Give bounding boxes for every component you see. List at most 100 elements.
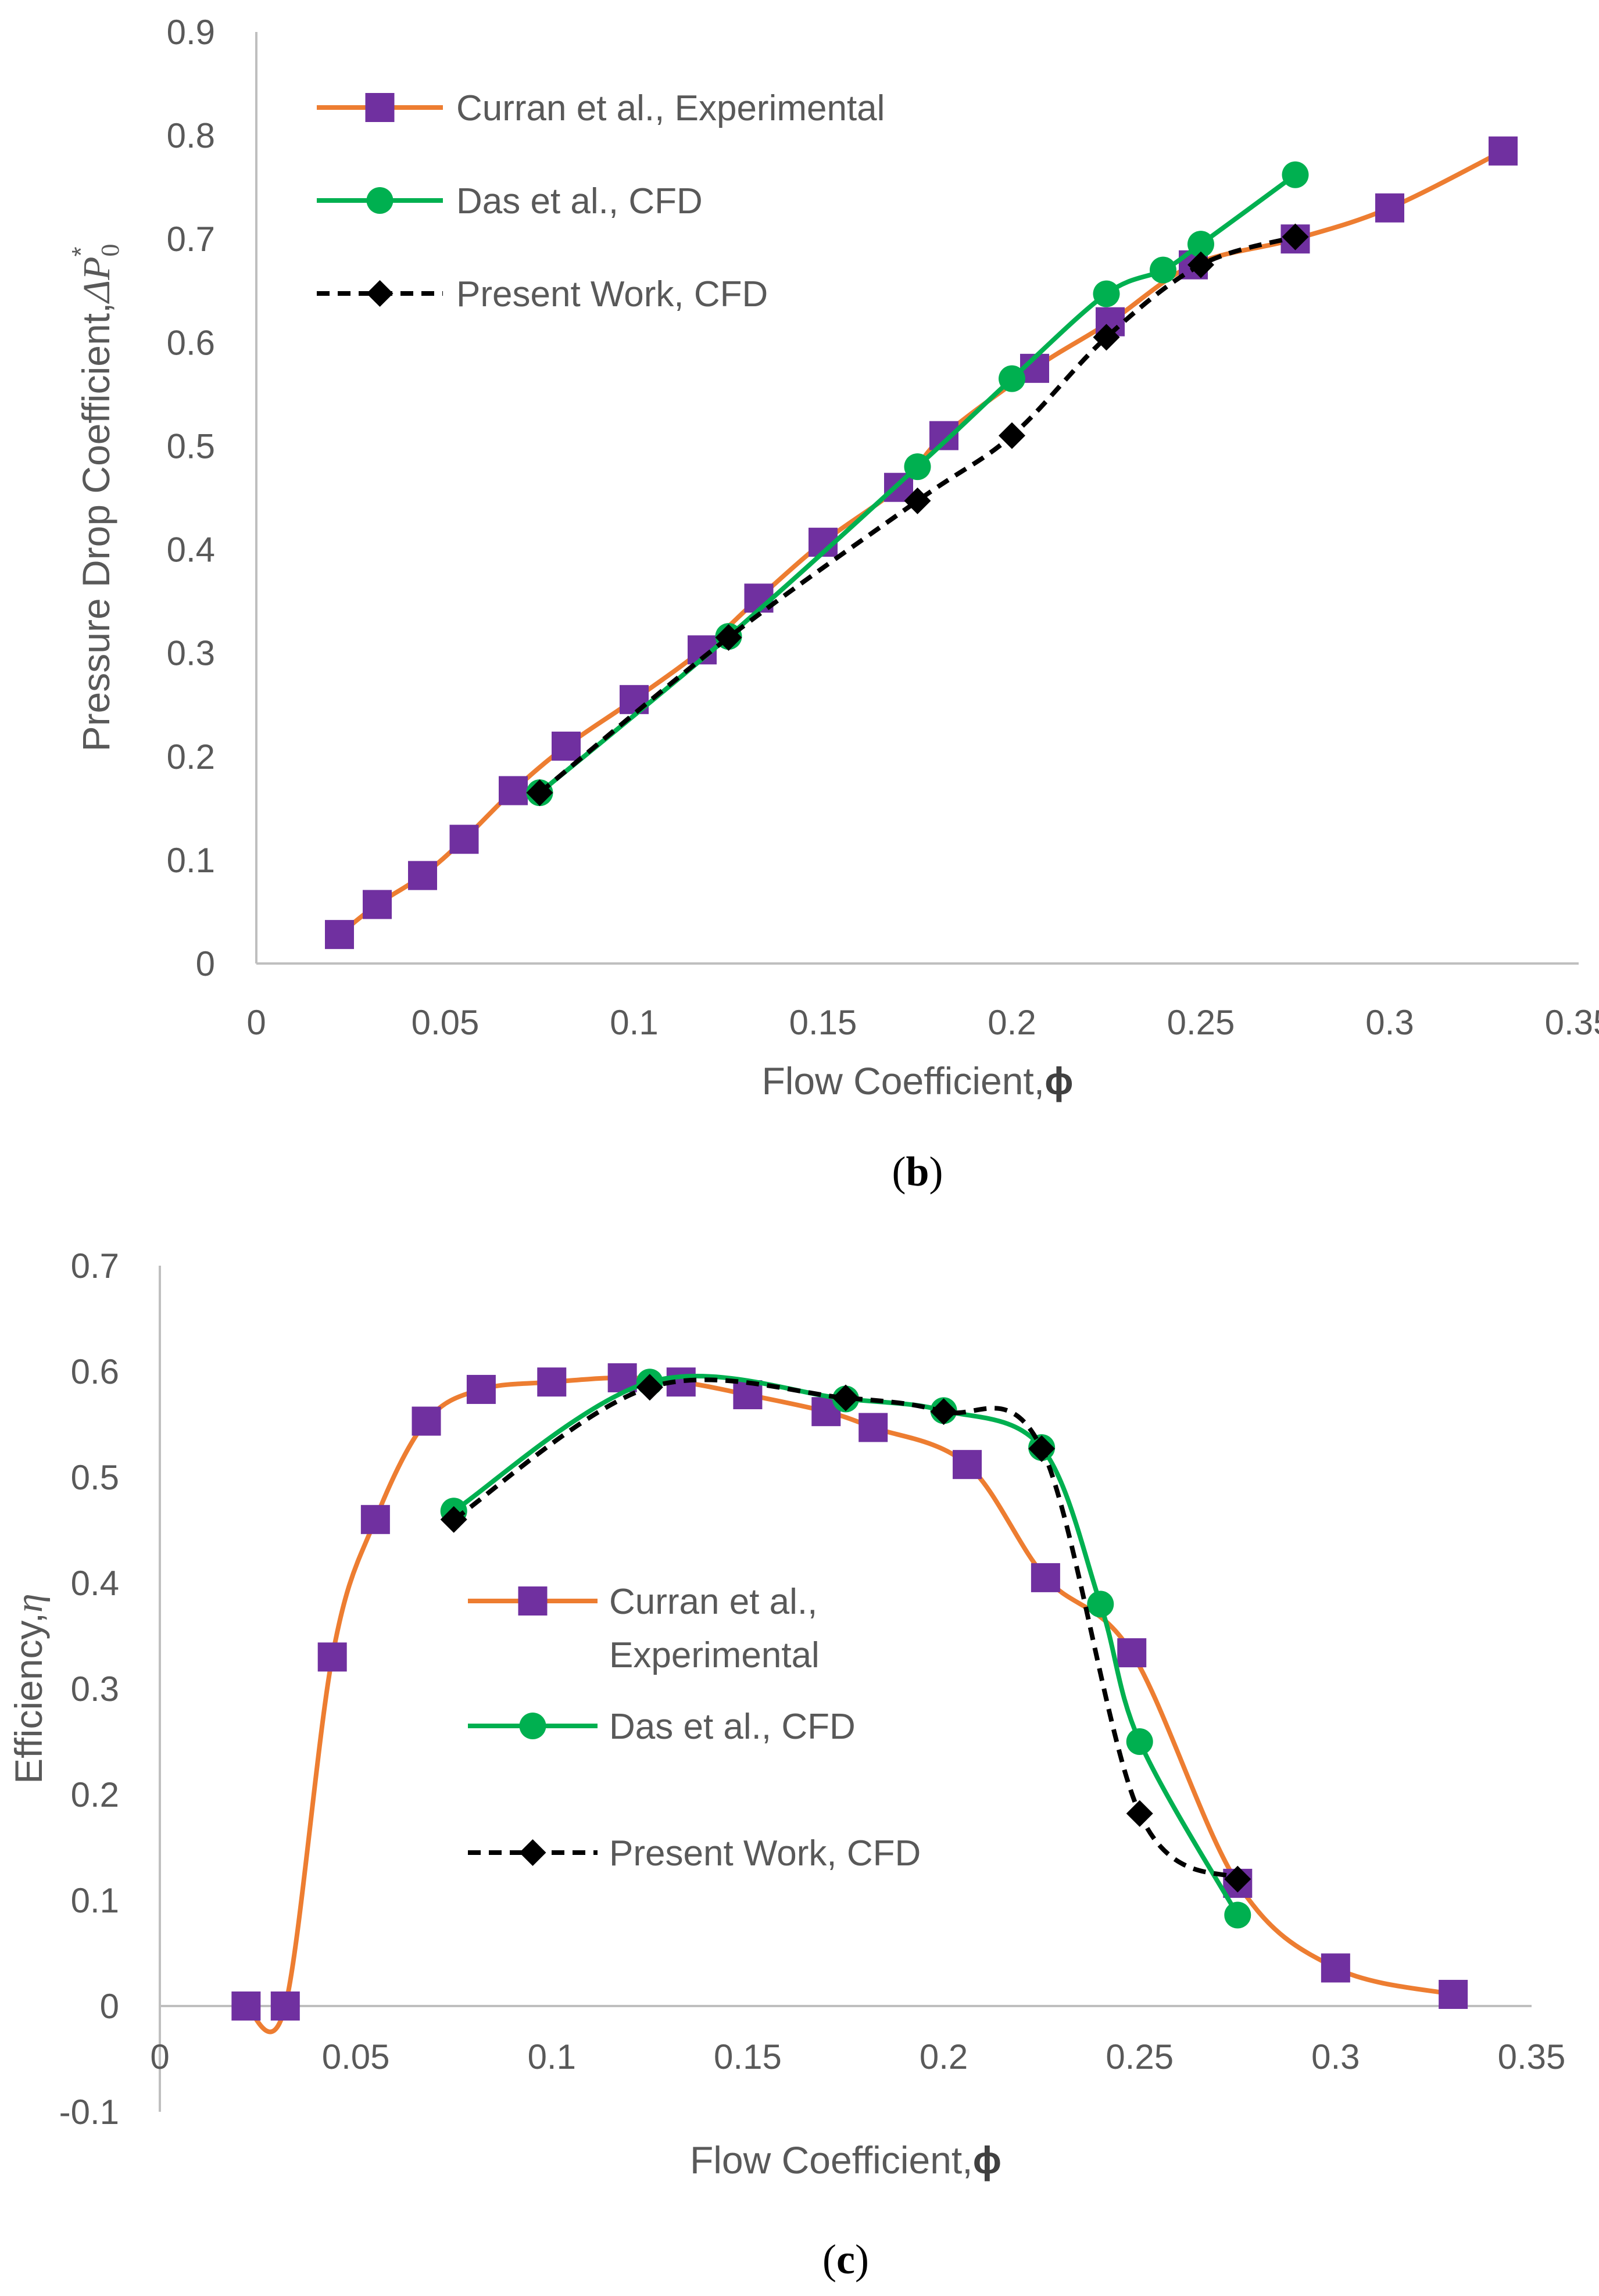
- data-point-experimental: [449, 825, 479, 854]
- data-point-present: [1093, 324, 1120, 351]
- data-point-present: [1028, 1435, 1056, 1462]
- x-tick-label: 0.35: [1498, 2037, 1566, 2076]
- y-axis-label-symbol: η: [8, 1593, 51, 1613]
- legend-label: Curran et al., Experimental: [456, 88, 885, 128]
- x-tick-label: 0.15: [789, 1003, 857, 1042]
- data-point-experimental: [499, 776, 528, 805]
- x-tick-label: 0.25: [1106, 2037, 1174, 2076]
- data-point-experimental: [537, 1367, 567, 1397]
- y-tick-label: 0: [196, 944, 215, 983]
- data-point-das: [1224, 1901, 1251, 1929]
- x-tick-label: 0.05: [322, 2037, 390, 2076]
- x-axis-label: Flow Coefficient,ϕ: [761, 1059, 1073, 1102]
- y-tick-label: 0: [100, 1987, 119, 2026]
- x-tick-label: 0.3: [1365, 1003, 1414, 1042]
- x-tick-label: 0.05: [412, 1003, 480, 1042]
- data-point-das: [999, 365, 1025, 392]
- data-point-das: [1150, 256, 1176, 284]
- y-axis-label: Efficiency,η: [7, 1593, 51, 1783]
- legend-label: Das et al., CFD: [609, 1707, 856, 1747]
- legend-label: Experimental: [609, 1635, 820, 1675]
- y-tick-label: 0.5: [71, 1458, 119, 1497]
- data-point-das: [1087, 1591, 1114, 1618]
- data-point-experimental: [552, 731, 581, 761]
- series-present: [440, 1374, 1251, 1893]
- data-point-experimental: [858, 1413, 888, 1442]
- legend-label: Present Work, CFD: [609, 1833, 921, 1874]
- data-point-experimental: [270, 1991, 300, 2021]
- x-axis-label-text: Flow Coefficient,: [690, 2139, 973, 2182]
- data-point-experimental: [231, 1991, 261, 2021]
- y-axis-label-text: Efficiency,: [7, 1613, 50, 1784]
- y-tick-label: 0.6: [71, 1352, 119, 1391]
- y-tick-label: 0.3: [71, 1670, 119, 1708]
- x-tick-label: 0.35: [1545, 1003, 1599, 1042]
- legend-label: Das et al., CFD: [456, 181, 703, 221]
- chart-b: 0 0.05 0.1 0.15 0.2 0.25 0.3 0.35 0 0.1 0.2 0.3 0.4 0…: [67, 13, 1599, 1195]
- y-axis-label: Pressure Drop Coefficient,ΔP0*: [67, 244, 124, 752]
- data-point-present: [1282, 223, 1309, 250]
- data-point-experimental: [325, 920, 354, 950]
- x-axis-label: Flow Coefficient,ϕ: [690, 2139, 1001, 2182]
- data-point-present: [832, 1384, 859, 1412]
- legend: Curran et al., Experimental Das et al., CF…: [468, 1582, 921, 1874]
- y-tick-label: 0.3: [167, 634, 215, 673]
- y-axis-label-subscript: 0: [96, 244, 124, 257]
- x-tick-label: 0: [246, 1003, 266, 1042]
- data-point-experimental: [466, 1374, 496, 1404]
- x-tick-label: 0.1: [610, 1003, 658, 1042]
- y-tick-label: 0.1: [71, 1881, 119, 1920]
- series-present: [526, 223, 1309, 807]
- y-tick-label: 0.7: [71, 1246, 119, 1285]
- y-tick-label: 0.7: [167, 220, 215, 259]
- data-point-present: [440, 1506, 467, 1533]
- caption-open-paren: (: [892, 1148, 906, 1195]
- x-axis-label-symbol: ϕ: [1044, 1059, 1073, 1102]
- data-point-experimental: [1439, 1979, 1468, 2009]
- y-tick-label: 0.2: [71, 1775, 119, 1814]
- x-axis-label-symbol: ϕ: [973, 2139, 1001, 2182]
- data-point-experimental: [363, 890, 392, 919]
- legend-swatch-marker: [519, 1713, 546, 1739]
- x-tick-label: 0.2: [988, 1003, 1036, 1042]
- x-tick-label: 0.25: [1167, 1003, 1235, 1042]
- data-point-experimental: [1321, 1953, 1350, 1983]
- y-tick-label: 0.5: [167, 427, 215, 465]
- data-point-experimental: [1375, 193, 1404, 223]
- x-tick-label: 0: [150, 2037, 169, 2076]
- legend-swatch-marker: [366, 187, 394, 214]
- y-tick-label: 0.6: [167, 323, 215, 362]
- data-point-das: [1126, 1728, 1153, 1755]
- data-point-present: [999, 422, 1025, 449]
- legend-label: Present Work, CFD: [456, 274, 768, 314]
- caption-close-paren: ): [929, 1148, 943, 1195]
- data-point-experimental: [317, 1642, 347, 1672]
- x-tick-label: 0.15: [714, 2037, 782, 2076]
- legend-swatch-marker: [518, 1586, 548, 1616]
- data-point-experimental: [408, 861, 437, 890]
- caption-letter: b: [906, 1148, 929, 1195]
- data-point-experimental: [953, 1450, 982, 1480]
- y-tick-label: -0.1: [59, 2093, 119, 2132]
- chart-c: 0 0.05 0.1 0.15 0.2 0.25 0.3 0.35 -0.1 0 0.1 0.2 0.3…: [7, 1246, 1565, 2283]
- y-tick-label: 0.1: [167, 841, 215, 880]
- data-point-experimental: [1489, 136, 1518, 166]
- legend-swatch-marker: [519, 1839, 546, 1866]
- legend-swatch-marker: [366, 280, 394, 307]
- legend-label: Curran et al.,: [609, 1582, 817, 1622]
- data-point-experimental: [1117, 1638, 1147, 1668]
- x-tick-label: 0.1: [528, 2037, 576, 2076]
- x-tick-label: 0.3: [1311, 2037, 1360, 2076]
- data-point-present: [526, 779, 553, 807]
- legend: Curran et al., Experimental Das et al., C…: [317, 88, 885, 314]
- data-point-present: [904, 487, 931, 514]
- data-point-present: [1126, 1800, 1153, 1827]
- figure-caption: (c): [822, 2236, 869, 2283]
- caption-open-paren: (: [822, 2236, 836, 2283]
- x-tick-label: 0.2: [920, 2037, 968, 2076]
- caption-close-paren: ): [855, 2236, 869, 2283]
- x-axis-label-text: Flow Coefficient,: [761, 1059, 1044, 1102]
- data-point-experimental: [360, 1505, 390, 1534]
- data-point-present: [1224, 1865, 1251, 1893]
